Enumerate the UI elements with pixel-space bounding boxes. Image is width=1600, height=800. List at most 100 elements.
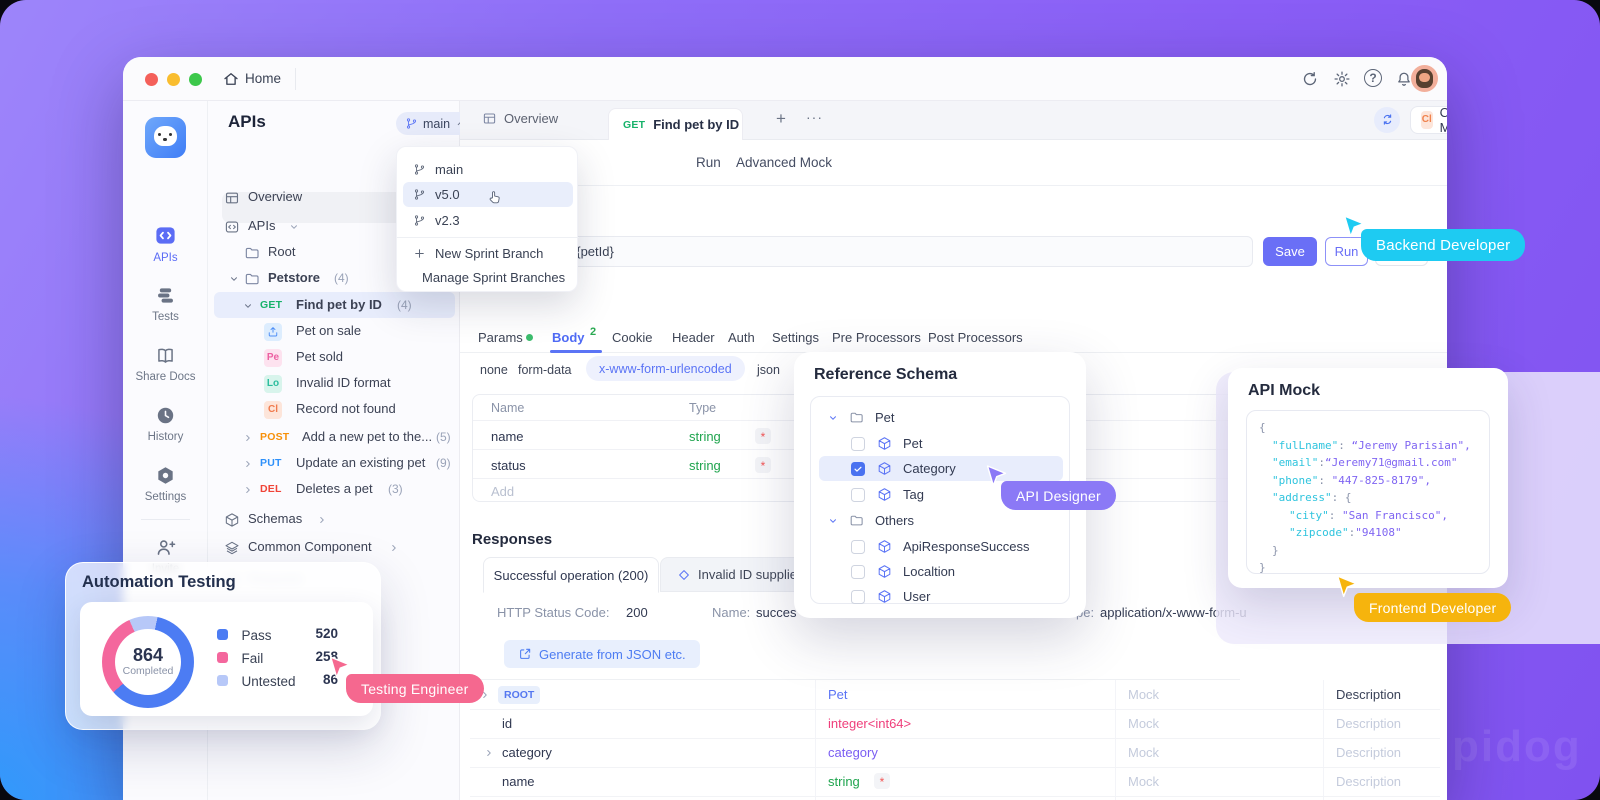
schema-item-apiresponsesuccess[interactable]: ApiResponseSuccess — [819, 534, 1063, 559]
body-type-none[interactable]: none — [480, 363, 508, 377]
schema-row-name[interactable]: category — [502, 745, 552, 760]
param-type[interactable]: string — [689, 458, 721, 473]
checkbox-unchecked[interactable] — [851, 487, 865, 502]
tree-item-add-new-pet[interactable]: POST Add a new pet to the... (5) — [214, 425, 454, 451]
window-minimize-button[interactable] — [167, 73, 180, 86]
schema-item-localtion[interactable]: Localtion — [819, 559, 1063, 584]
more-tabs-button[interactable]: ··· — [806, 109, 823, 125]
branch-selector[interactable]: main — [396, 112, 476, 135]
home-tab[interactable]: Home — [245, 71, 282, 86]
window-zoom-button[interactable] — [189, 73, 202, 86]
schema-item-category-selected[interactable]: Category — [819, 456, 1063, 481]
sidebar-item-tests[interactable]: Tests — [123, 285, 208, 323]
tree-item-apis[interactable]: APIs — [214, 214, 454, 240]
response-tab-success[interactable]: Successful operation (200) — [483, 557, 659, 593]
checkbox-checked[interactable] — [851, 461, 865, 476]
tree-item-overview[interactable]: Overview — [214, 185, 454, 211]
tree-item-record-not-found[interactable]: Cl Record not found — [214, 397, 454, 423]
tree-item-deletes-a-pet[interactable]: DEL Deletes a pet (3) — [214, 477, 454, 503]
chevron-right-icon[interactable] — [483, 747, 495, 759]
tree-item-find-pet-by-id[interactable]: GET Find pet by ID (4) — [214, 293, 454, 319]
schema-row-description[interactable]: Description — [1336, 716, 1402, 731]
help-icon[interactable]: ? — [1364, 69, 1382, 87]
schema-row-mock[interactable]: Mock — [1128, 716, 1160, 731]
add-param-placeholder[interactable]: Add — [491, 484, 515, 499]
checkbox-unchecked[interactable] — [851, 589, 865, 604]
new-tab-button[interactable]: + — [776, 109, 786, 128]
generate-from-json-button[interactable]: Generate from JSON etc. — [504, 640, 700, 668]
body-type-urlencoded-selected[interactable]: x-www-form-urlencoded — [586, 356, 745, 381]
body-type-form-data[interactable]: form-data — [518, 363, 572, 377]
sidebar-item-settings[interactable]: Settings — [123, 465, 208, 503]
new-sprint-branch-item[interactable]: New Sprint Branch — [403, 241, 573, 266]
tree-item-update-existing-pet[interactable]: PUT Update an existing pet (9) — [214, 451, 454, 477]
schema-group-pet[interactable]: Pet — [819, 405, 1063, 430]
sync-status[interactable] — [1374, 107, 1400, 133]
tree-item-invalid-id-format[interactable]: Lo Invalid ID format — [214, 371, 454, 397]
schema-item-pet[interactable]: Pet — [819, 431, 1063, 456]
schema-row-name[interactable]: name — [502, 774, 535, 789]
param-type[interactable]: string — [689, 429, 721, 444]
body-type-json[interactable]: json — [757, 363, 780, 377]
schema-row-name[interactable]: id — [502, 716, 513, 731]
tree-item-petstore[interactable]: Petstore (4) — [214, 266, 454, 292]
tab-body[interactable]: Body — [552, 330, 585, 345]
git-branch-icon — [413, 188, 426, 201]
tab-params[interactable]: Params — [478, 330, 523, 345]
param-name[interactable]: status — [491, 458, 526, 473]
settings-gear-icon[interactable] — [1333, 70, 1351, 88]
schema-row-mock[interactable]: Mock — [1128, 774, 1160, 789]
schema-row-type[interactable]: string — [828, 774, 860, 789]
tab-post-processors[interactable]: Post Processors — [928, 330, 1023, 345]
window-close-button[interactable] — [145, 73, 158, 86]
checkbox-unchecked[interactable] — [851, 564, 865, 579]
save-button[interactable]: Save — [1263, 237, 1317, 266]
schema-row-description[interactable]: Description — [1336, 687, 1402, 702]
tab-pre-processors[interactable]: Pre Processors — [832, 330, 921, 345]
checkbox-unchecked[interactable] — [851, 436, 865, 451]
tree-item-common-component[interactable]: Common Component — [214, 535, 454, 561]
response-name-value[interactable]: succes — [756, 605, 797, 620]
workspace-logo[interactable] — [145, 117, 186, 158]
environment-selector[interactable]: Cl Cloud Mock — [1410, 105, 1447, 135]
endpoint-url-input[interactable]: :/{petId} — [470, 236, 1253, 267]
tab-auth[interactable]: Auth — [728, 330, 755, 345]
sidebar-item-apis[interactable]: APIs — [123, 224, 208, 264]
schema-row-type[interactable]: integer<int64> — [828, 716, 912, 731]
tab-overview[interactable]: Overview — [482, 111, 558, 126]
tab-cookie[interactable]: Cookie — [612, 330, 653, 345]
user-avatar[interactable] — [1411, 65, 1438, 92]
schema-row-mock[interactable]: Mock — [1128, 687, 1160, 702]
schema-item-tag[interactable]: Tag — [819, 482, 1063, 507]
legend-value-untested: 86 — [322, 672, 338, 687]
tab-find-pet-by-id[interactable]: GET Find pet by ID — [608, 108, 743, 140]
tab-settings[interactable]: Settings — [772, 330, 819, 345]
sidebar-item-share-docs[interactable]: Share Docs — [123, 345, 208, 383]
subnav-advanced-mock[interactable]: Advanced Mock — [736, 155, 833, 170]
refresh-icon[interactable] — [1301, 70, 1319, 88]
schema-item-user[interactable]: User — [819, 584, 1063, 609]
http-status-value[interactable]: 200 — [626, 605, 648, 620]
schema-row-mock[interactable]: Mock — [1128, 745, 1160, 760]
tree-item-schemas[interactable]: Schemas — [214, 507, 454, 533]
tab-header[interactable]: Header — [672, 330, 715, 345]
branch-option-v5[interactable]: v5.0 — [403, 182, 573, 207]
tree-item-root[interactable]: Root — [214, 240, 454, 266]
schema-row-name[interactable]: ROOT — [498, 686, 541, 704]
tree-item-pet-on-sale[interactable]: Pet on sale — [214, 319, 454, 345]
schema-row-type[interactable]: category — [828, 745, 878, 760]
param-name[interactable]: name — [491, 429, 524, 444]
branch-option-v2[interactable]: v2.3 — [403, 208, 573, 233]
subnav-run[interactable]: Run — [696, 155, 721, 170]
schema-group-others[interactable]: Others — [819, 508, 1063, 533]
manage-sprint-branches-item[interactable]: Manage Sprint Branches — [403, 265, 573, 290]
tree-item-pet-sold[interactable]: Pe Pet sold — [214, 345, 454, 371]
schema-row-description[interactable]: Description — [1336, 774, 1402, 789]
branch-option-main[interactable]: main — [403, 157, 573, 182]
sidebar-item-history[interactable]: History — [123, 405, 208, 443]
schema-row-type[interactable]: Pet — [828, 687, 848, 702]
content-type-value: application/x-www-form-u — [1100, 605, 1247, 620]
schema-row-description[interactable]: Description — [1336, 745, 1402, 760]
checkbox-unchecked[interactable] — [851, 539, 865, 554]
